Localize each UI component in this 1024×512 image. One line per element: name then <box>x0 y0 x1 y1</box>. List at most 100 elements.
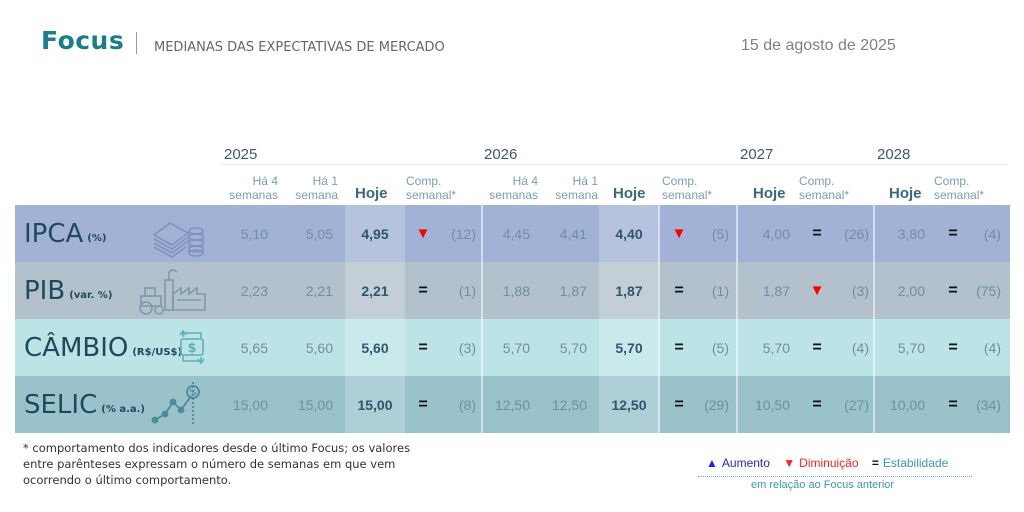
value-hoje-2027: 5,70 <box>762 339 790 356</box>
col-comp-2027: Comp. semanal* <box>799 174 869 202</box>
trend-2027-down-icon: ▼ <box>809 282 825 299</box>
legend-stable: = Estabilidade <box>872 456 948 470</box>
column-divider <box>873 262 875 319</box>
weeks-2028: (4) <box>983 225 1001 242</box>
value-hoje-2026: 4,40 <box>615 225 643 242</box>
weeks-2028: (4) <box>983 339 1001 356</box>
value-hoje-2026: 12,50 <box>611 396 647 413</box>
value-ha4-2025: 5,65 <box>240 339 268 356</box>
trend-2027-stable-icon: = <box>812 338 822 356</box>
value-ha1-2025: 2,21 <box>305 282 333 299</box>
weeks-2027: (3) <box>851 282 869 299</box>
trend-2028-stable-icon: = <box>948 281 958 299</box>
value-ha1-2026: 12,50 <box>551 396 587 413</box>
value-ha4-2026: 5,70 <box>502 339 530 356</box>
legend-stable-label: Estabilidade <box>882 456 949 470</box>
tractor-factory-icon <box>137 266 207 321</box>
trend-2028-stable-icon: = <box>948 395 958 413</box>
footnote: * comportamento dos indicadores desde o … <box>23 441 411 487</box>
trend-2026-stable-icon: = <box>674 281 684 299</box>
equals-icon: = <box>871 456 879 470</box>
money-stack-coins-icon <box>150 215 206 264</box>
col-ha4-2025: Há 4 semanas <box>222 174 278 202</box>
col-comp-2025-line1: Comp. <box>406 174 442 188</box>
value-hoje-2025: 5,60 <box>361 339 389 356</box>
hoje-highlight <box>599 262 659 319</box>
indicator-name: IPCA <box>24 218 84 249</box>
weeks-2025: (3) <box>458 339 476 356</box>
column-divider <box>481 205 483 262</box>
col-ha1-2025-line1: Há 1 <box>312 174 338 188</box>
col-hoje-2027: Hoje <box>753 185 786 202</box>
value-ha4-2026: 12,50 <box>494 396 530 413</box>
value-ha1-2026: 5,70 <box>559 339 587 356</box>
hoje-highlight <box>599 376 659 433</box>
legend-caption: em relação ao Focus anterior <box>751 479 895 491</box>
column-divider <box>873 205 875 262</box>
legend-up-label: Aumento <box>721 456 770 470</box>
col-hoje-2025: Hoje <box>355 185 388 202</box>
col-ha1-2026-line1: Há 1 <box>572 174 598 188</box>
trend-2026-down-icon: ▼ <box>671 225 687 242</box>
value-ha4-2025: 5,10 <box>240 225 268 242</box>
col-comp-2027-line2: semanal* <box>799 188 850 202</box>
hoje-highlight <box>345 376 405 433</box>
legend-down-label: Diminuição <box>799 456 859 470</box>
col-comp-2025-line2: semanal* <box>406 188 457 202</box>
year-header-2025: 2025 <box>224 146 258 163</box>
trend-2025-stable-icon: = <box>418 338 428 356</box>
year-header-2026: 2026 <box>484 146 518 163</box>
value-hoje-2027: 4,00 <box>762 225 790 242</box>
trend-2026-stable-icon: = <box>674 395 684 413</box>
value-ha4-2026: 1,88 <box>502 282 530 299</box>
weeks-2027: (4) <box>851 339 869 356</box>
value-ha1-2025: 5,60 <box>305 339 333 356</box>
report-date: 15 de agosto de 2025 <box>741 37 896 54</box>
column-divider <box>658 376 660 433</box>
trend-2028-stable-icon: = <box>948 224 958 242</box>
trend-2026-stable-icon: = <box>674 338 684 356</box>
weeks-2027: (26) <box>844 225 869 242</box>
value-hoje-2027: 1,87 <box>762 282 790 299</box>
indicator-unit: (R$/US$) <box>132 347 183 358</box>
value-hoje-2026: 1,87 <box>615 282 643 299</box>
column-divider <box>873 376 875 433</box>
hoje-highlight <box>599 319 659 376</box>
value-ha1-2026: 4,41 <box>559 225 587 242</box>
column-divider <box>736 262 738 319</box>
col-comp-2028-line1: Comp. <box>934 174 970 188</box>
col-comp-2025: Comp. semanal* <box>406 174 476 202</box>
indicator-name: PIB <box>24 275 66 306</box>
trend-2028-stable-icon: = <box>948 338 958 356</box>
svg-text:%: % <box>189 388 197 397</box>
weeks-2028: (34) <box>976 396 1001 413</box>
legend-up: ▲ Aumento <box>706 456 770 470</box>
col-ha1-2026-line2: semana <box>555 188 598 202</box>
column-divider <box>658 205 660 262</box>
col-ha4-2026-line2: semanas <box>489 188 538 202</box>
report-title: Focus <box>41 26 125 55</box>
column-divider <box>873 319 875 376</box>
column-divider <box>481 376 483 433</box>
interest-rate-chart-icon: % <box>151 380 205 433</box>
column-divider <box>736 205 738 262</box>
column-divider <box>658 319 660 376</box>
value-hoje-2025: 15,00 <box>357 396 393 413</box>
trend-2025-stable-icon: = <box>418 281 428 299</box>
hoje-highlight <box>345 205 405 262</box>
indicator-label: SELIC (% a.a.) <box>24 376 145 433</box>
value-hoje-2028: 3,80 <box>897 225 925 242</box>
value-hoje-2025: 2,21 <box>361 282 389 299</box>
col-comp-2027-line1: Comp. <box>799 174 835 188</box>
currency-exchange-icon: $ <box>175 327 209 372</box>
indicator-label: PIB (var. %) <box>24 262 112 319</box>
weeks-2026: (1) <box>711 282 729 299</box>
year-header-2028: 2028 <box>877 146 911 163</box>
row-selic: SELIC (% a.a.)% 15,00 15,00 15,00 = (8) 12,50 12… <box>15 376 1010 433</box>
legend: ▲ Aumento ▼ Diminuição = Estabilidade <box>706 456 958 470</box>
weeks-2026: (5) <box>711 339 729 356</box>
trend-2027-stable-icon: = <box>812 224 822 242</box>
indicator-label: IPCA (%) <box>24 205 106 262</box>
col-comp-2028-line2: semanal* <box>934 188 985 202</box>
col-ha1-2025: Há 1 semana <box>286 174 338 202</box>
